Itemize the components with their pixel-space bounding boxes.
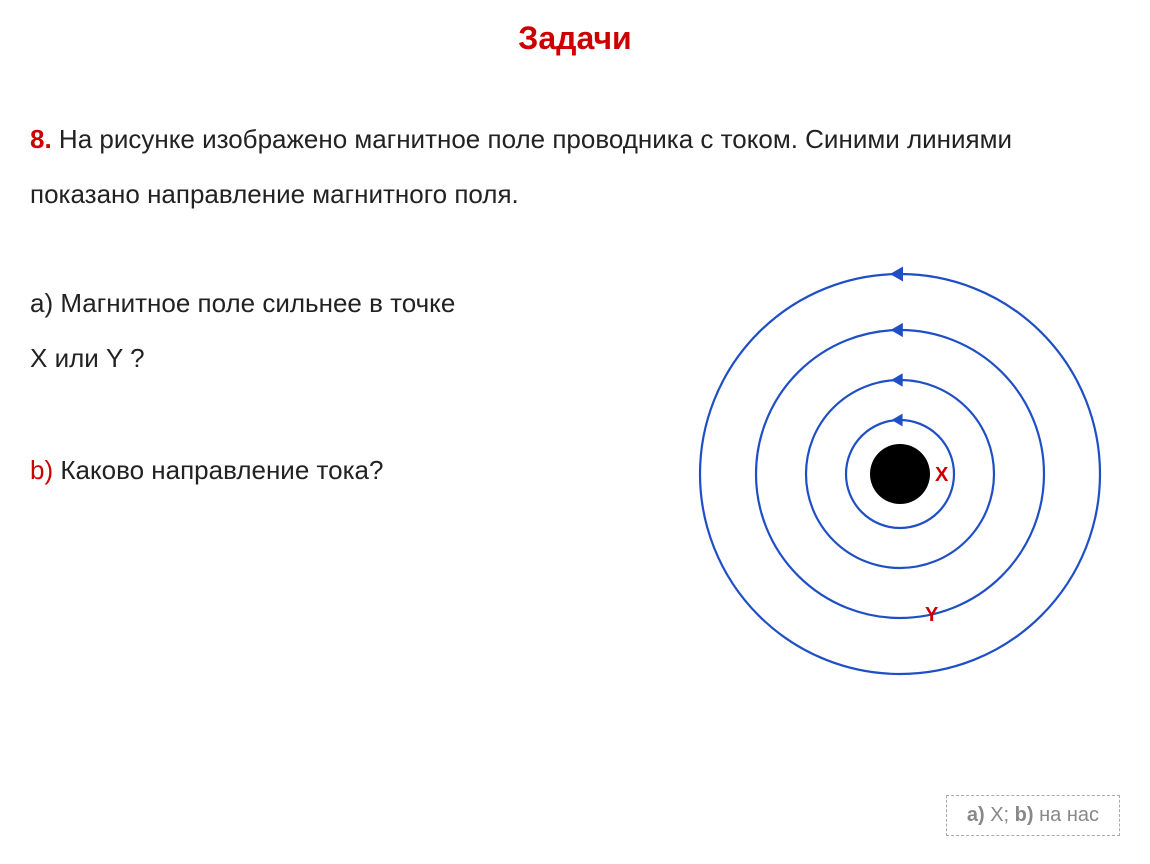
problem-number: 8. (30, 124, 52, 154)
question-a: a) Магнитное поле сильнее в точке X или … (30, 276, 550, 385)
label-y: Y (925, 604, 938, 627)
answer-a-label: a) (967, 804, 985, 826)
diagram-container: X Y (680, 250, 1120, 690)
question-a-text: Магнитное поле сильнее в точке (53, 288, 455, 318)
answer-a-text: X; (985, 804, 1015, 826)
question-b-prefix: b) (30, 455, 53, 485)
label-x: X (935, 464, 948, 487)
problem-intro: 8. На рисунке изображено магнитное поле … (30, 112, 1120, 221)
question-b-text: Каково направление тока? (53, 455, 383, 485)
problem-intro-text: На рисунке изображено магнитное поле про… (30, 124, 1012, 209)
answer-b-label: b) (1015, 804, 1034, 826)
question-a-prefix: a) (30, 288, 53, 318)
answer-box: a) X; b) на нас (946, 795, 1120, 836)
page-title: Задачи (0, 0, 1150, 57)
answer-b-text: на нас (1034, 804, 1099, 826)
question-a-line2: X или Y ? (30, 343, 145, 373)
magnetic-field-diagram (680, 250, 1120, 690)
